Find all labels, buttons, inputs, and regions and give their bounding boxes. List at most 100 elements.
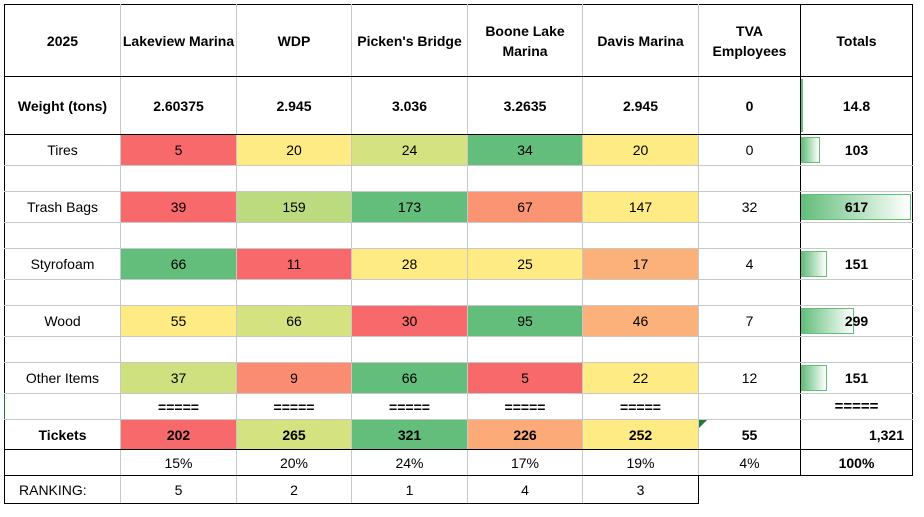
- row-label[interactable]: Wood: [4, 305, 121, 337]
- percent-cell[interactable]: 17%: [467, 449, 583, 476]
- value-cell[interactable]: 0: [698, 134, 801, 166]
- empty-cell[interactable]: [236, 222, 352, 249]
- empty-cell[interactable]: [582, 165, 699, 192]
- row-total[interactable]: 151: [800, 362, 913, 394]
- separator-cell[interactable]: =====: [582, 393, 699, 420]
- value-cell[interactable]: 34: [467, 134, 583, 166]
- value-cell[interactable]: 28: [351, 248, 468, 280]
- percent-cell[interactable]: 4%: [698, 449, 801, 476]
- empty-cell[interactable]: [800, 165, 913, 192]
- value-cell[interactable]: 5: [120, 134, 237, 166]
- percent-cell[interactable]: 15%: [120, 449, 237, 476]
- value-cell[interactable]: 9: [236, 362, 352, 394]
- empty-cell[interactable]: [467, 336, 583, 363]
- empty-cell[interactable]: [800, 336, 913, 363]
- empty-cell[interactable]: [698, 165, 801, 192]
- empty-cell[interactable]: [236, 336, 352, 363]
- empty-cell[interactable]: [467, 165, 583, 192]
- value-cell[interactable]: 30: [351, 305, 468, 337]
- col-header-tva[interactable]: TVA Employees: [698, 4, 801, 77]
- col-header-totals[interactable]: Totals: [800, 4, 913, 77]
- empty-cell[interactable]: [236, 279, 352, 306]
- empty-cell[interactable]: [4, 165, 121, 192]
- weight-cell[interactable]: 0: [698, 76, 801, 135]
- year-cell[interactable]: 2025: [4, 4, 121, 77]
- percent-total[interactable]: 100%: [800, 449, 913, 476]
- weight-cell[interactable]: 3.2635: [467, 76, 583, 135]
- value-cell[interactable]: 39: [120, 191, 237, 223]
- value-cell[interactable]: 20: [236, 134, 352, 166]
- weight-total[interactable]: 14.8: [800, 76, 913, 135]
- value-cell[interactable]: 67: [467, 191, 583, 223]
- ranking-cell[interactable]: 5: [120, 475, 237, 504]
- row-total[interactable]: 299: [800, 305, 913, 337]
- empty-cell[interactable]: [120, 222, 237, 249]
- empty-cell[interactable]: [582, 279, 699, 306]
- value-cell[interactable]: 25: [467, 248, 583, 280]
- value-cell[interactable]: 147: [582, 191, 699, 223]
- tickets-cell[interactable]: 265: [236, 419, 352, 450]
- empty-cell[interactable]: [582, 222, 699, 249]
- ranking-cell[interactable]: 3: [582, 475, 699, 504]
- row-label[interactable]: Other Items: [4, 362, 121, 394]
- empty-cell[interactable]: [4, 279, 121, 306]
- ranking-cell[interactable]: 2: [236, 475, 352, 504]
- row-label[interactable]: Trash Bags: [4, 191, 121, 223]
- ranking-cell[interactable]: 1: [351, 475, 468, 504]
- empty-cell[interactable]: [4, 222, 121, 249]
- empty-cell[interactable]: [467, 279, 583, 306]
- empty-cell[interactable]: [800, 222, 913, 249]
- value-cell[interactable]: 20: [582, 134, 699, 166]
- weight-cell[interactable]: 2.945: [236, 76, 352, 135]
- tickets-label[interactable]: Tickets: [4, 419, 121, 450]
- ranking-label[interactable]: RANKING:: [4, 475, 121, 504]
- empty-cell[interactable]: [351, 165, 468, 192]
- percent-cell[interactable]: 19%: [582, 449, 699, 476]
- col-header-boone[interactable]: Boone Lake Marina: [467, 4, 583, 77]
- value-cell[interactable]: 22: [582, 362, 699, 394]
- value-cell[interactable]: 24: [351, 134, 468, 166]
- weight-cell[interactable]: 3.036: [351, 76, 468, 135]
- row-total[interactable]: 151: [800, 248, 913, 280]
- col-header-davis[interactable]: Davis Marina: [582, 4, 699, 77]
- percent-cell[interactable]: 20%: [236, 449, 352, 476]
- row-label[interactable]: Tires: [4, 134, 121, 166]
- value-cell[interactable]: 66: [120, 248, 237, 280]
- tickets-cell[interactable]: 321: [351, 419, 468, 450]
- col-header-wdp[interactable]: WDP: [236, 4, 352, 77]
- empty-cell[interactable]: [351, 279, 468, 306]
- empty-cell[interactable]: [120, 336, 237, 363]
- empty-cell[interactable]: [698, 222, 801, 249]
- tickets-cell[interactable]: 202: [120, 419, 237, 450]
- empty-cell[interactable]: [351, 336, 468, 363]
- value-cell[interactable]: 32: [698, 191, 801, 223]
- value-cell[interactable]: 12: [698, 362, 801, 394]
- separator-cell[interactable]: =====: [236, 393, 352, 420]
- empty-cell[interactable]: [582, 336, 699, 363]
- value-cell[interactable]: 11: [236, 248, 352, 280]
- weight-cell[interactable]: 2.60375: [120, 76, 237, 135]
- value-cell[interactable]: 7: [698, 305, 801, 337]
- weight-label[interactable]: Weight (tons): [4, 76, 121, 135]
- empty-cell[interactable]: [120, 165, 237, 192]
- col-header-lakeview[interactable]: Lakeview Marina: [120, 4, 237, 77]
- row-total[interactable]: 103: [800, 134, 913, 166]
- empty-cell[interactable]: [4, 393, 121, 420]
- value-cell[interactable]: 66: [236, 305, 352, 337]
- value-cell[interactable]: 66: [351, 362, 468, 394]
- value-cell[interactable]: 159: [236, 191, 352, 223]
- row-label[interactable]: Styrofoam: [4, 248, 121, 280]
- value-cell[interactable]: 17: [582, 248, 699, 280]
- col-header-pickens[interactable]: Picken's Bridge: [351, 4, 468, 77]
- row-total[interactable]: 617: [800, 191, 913, 223]
- empty-cell[interactable]: [467, 222, 583, 249]
- value-cell[interactable]: 37: [120, 362, 237, 394]
- ranking-cell[interactable]: 4: [467, 475, 583, 504]
- empty-cell[interactable]: [4, 449, 121, 476]
- value-cell[interactable]: 4: [698, 248, 801, 280]
- value-cell[interactable]: 46: [582, 305, 699, 337]
- empty-cell[interactable]: [698, 393, 801, 420]
- empty-cell[interactable]: [698, 279, 801, 306]
- separator-cell[interactable]: =====: [467, 393, 583, 420]
- separator-cell[interactable]: =====: [800, 393, 913, 420]
